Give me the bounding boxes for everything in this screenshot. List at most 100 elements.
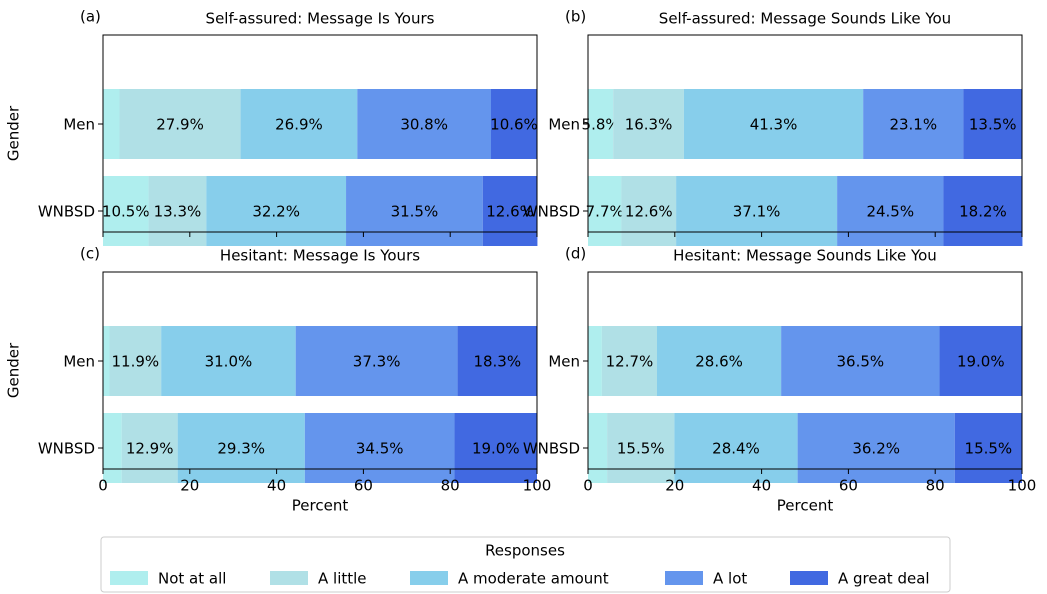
y-tick-label: Men	[548, 353, 580, 371]
data-label: 15.5%	[617, 440, 665, 458]
bar-segment	[295, 326, 458, 396]
legend-label: A moderate amount	[458, 570, 609, 588]
bar-segment	[601, 326, 658, 396]
y-axis-label: Gender	[5, 342, 23, 398]
y-tick-label: WNBSD	[523, 440, 580, 458]
x-axis-label: Percent	[292, 497, 349, 515]
x-tick-label: 80	[441, 477, 460, 495]
data-label: 36.5%	[837, 353, 885, 371]
legend-swatch	[410, 571, 448, 585]
bar-segment	[963, 89, 1022, 159]
bar-segment	[454, 413, 537, 483]
y-tick-label: WNBSD	[38, 440, 95, 458]
data-label: 13.3%	[154, 203, 202, 221]
bar-segment	[357, 89, 491, 159]
y-tick-label: WNBSD	[38, 203, 95, 221]
data-label: 18.2%	[959, 203, 1007, 221]
legend-swatch	[110, 571, 148, 585]
axes-frame	[587, 271, 1023, 470]
y-tick-label: Men	[548, 116, 580, 134]
x-tick-label: 80	[926, 477, 945, 495]
bar-segment	[103, 89, 120, 159]
y-tick-label: Men	[63, 116, 95, 134]
y-tick-label: Men	[63, 353, 95, 371]
data-label: 10.6%	[490, 116, 538, 134]
panel-label: (c)	[80, 245, 100, 263]
axes-frame	[102, 34, 538, 233]
bar-segment	[613, 89, 684, 159]
bar-segment	[103, 176, 149, 246]
x-tick-label: 100	[523, 477, 552, 495]
legend-title: Responses	[485, 542, 565, 560]
bar-segment	[676, 176, 838, 246]
bar-segment	[103, 413, 122, 483]
y-tick-label: WNBSD	[523, 203, 580, 221]
data-label: 37.1%	[733, 203, 781, 221]
bar-segment	[683, 89, 864, 159]
data-label: 30.8%	[400, 116, 448, 134]
bar-segment	[954, 413, 1022, 483]
legend-swatch	[665, 571, 703, 585]
bar-segment	[797, 413, 955, 483]
legend-label: Not at all	[158, 570, 226, 588]
x-tick-label: 0	[583, 477, 593, 495]
x-tick-label: 60	[354, 477, 373, 495]
bar-segment	[588, 413, 608, 483]
bar-segment	[588, 326, 602, 396]
y-axis-label: Gender	[5, 105, 23, 161]
x-tick-label: 20	[180, 477, 199, 495]
data-label: 31.0%	[205, 353, 253, 371]
data-label: 28.4%	[712, 440, 760, 458]
axes-frame	[102, 271, 538, 470]
data-label: 12.6%	[486, 203, 534, 221]
bar-segment	[657, 326, 782, 396]
legend-label: A great deal	[838, 570, 930, 588]
bar-segment	[490, 89, 537, 159]
data-label: 10.5%	[102, 203, 150, 221]
x-tick-label: 40	[267, 477, 286, 495]
data-label: 27.9%	[156, 116, 204, 134]
bar-segment	[109, 326, 162, 396]
axes-frame	[587, 34, 1023, 233]
bar-segment	[939, 326, 1022, 396]
data-label: 24.5%	[866, 203, 914, 221]
chart-title: Hesitant: Message Sounds Like You	[673, 247, 937, 265]
bar-segment	[121, 413, 178, 483]
bar-segment	[588, 176, 622, 246]
bar-segment	[863, 89, 964, 159]
bar-segment	[607, 413, 675, 483]
bar-segment	[943, 176, 1023, 246]
data-label: 13.5%	[969, 116, 1017, 134]
bar-segment	[304, 413, 455, 483]
data-label: 19.0%	[472, 440, 520, 458]
bar-segment	[482, 176, 538, 246]
chart-title: Self-assured: Message Sounds Like You	[659, 10, 951, 28]
panel-label: (b)	[565, 8, 586, 26]
legend-label: A lot	[713, 570, 747, 588]
data-label: 41.3%	[750, 116, 798, 134]
data-label: 37.3%	[353, 353, 401, 371]
bar-segment	[674, 413, 798, 483]
legend-box	[100, 536, 951, 593]
chart-title: Hesitant: Message Is Yours	[220, 247, 420, 265]
x-tick-label: 60	[839, 477, 858, 495]
panel-label: (a)	[80, 8, 101, 26]
data-label: 16.3%	[625, 116, 673, 134]
data-label: 12.7%	[606, 353, 654, 371]
legend-swatch	[270, 571, 308, 585]
bar-segment	[588, 89, 614, 159]
bar-segment	[781, 326, 940, 396]
bar-segment	[119, 89, 241, 159]
bar-segment	[346, 176, 483, 246]
panel-label: (d)	[565, 245, 586, 263]
data-label: 19.0%	[957, 353, 1005, 371]
bar-segment	[240, 89, 358, 159]
x-tick-label: 0	[98, 477, 108, 495]
x-tick-label: 40	[752, 477, 771, 495]
data-label: 34.5%	[356, 440, 404, 458]
data-label: 18.3%	[473, 353, 521, 371]
data-label: 5.8%	[582, 116, 620, 134]
data-label: 26.9%	[275, 116, 323, 134]
legend-label: A little	[318, 570, 367, 588]
